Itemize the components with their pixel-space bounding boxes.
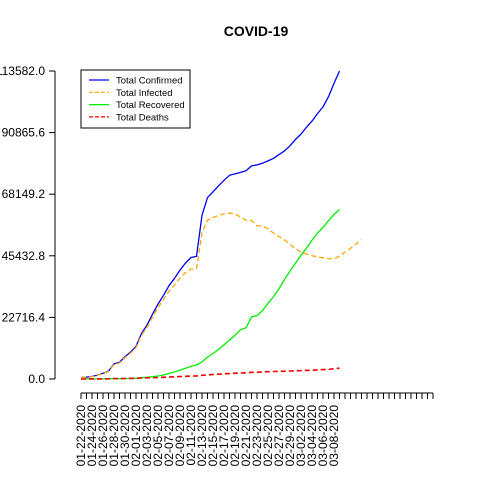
y-tick-label: 22716.4	[2, 310, 46, 324]
legend-label: Total Deaths	[116, 112, 169, 123]
x-tick-label: 01-24-2020	[85, 405, 99, 467]
x-tick-label: 03-08-2020	[327, 405, 341, 467]
y-tick-label: 68149.2	[2, 187, 46, 201]
x-tick-label: 02-09-2020	[173, 405, 187, 467]
x-tick-label: 02-19-2020	[228, 405, 242, 467]
legend-label: Total Infected	[116, 88, 173, 99]
x-tick-label: 02-07-2020	[162, 405, 176, 467]
y-axis: 0.0 22716.4 45432.8 68149.2 90865.6 113582.0	[0, 64, 56, 386]
series-line-total-recovered	[81, 209, 340, 380]
x-tick-label: 02-17-2020	[217, 405, 231, 467]
y-tick-label: 0.0	[28, 372, 45, 386]
x-tick-label: 01-28-2020	[107, 405, 121, 467]
legend-label: Total Recovered	[116, 100, 185, 111]
y-tick-label: 45432.8	[2, 249, 46, 263]
plot-area	[80, 70, 362, 380]
x-tick-label: 03-02-2020	[294, 405, 308, 467]
series-line-total-infected	[80, 212, 362, 379]
x-tick-label: 02-01-2020	[129, 405, 143, 467]
series-line-total-deaths	[81, 367, 340, 380]
x-tick-label: 02-27-2020	[272, 405, 286, 467]
x-tick-label: 02-03-2020	[140, 405, 154, 467]
x-tick-label: 03-06-2020	[316, 405, 330, 467]
chart-title: COVID-19	[224, 23, 289, 39]
x-tick-label: 01-26-2020	[96, 405, 110, 467]
y-tick-label: 90865.6	[2, 126, 46, 140]
x-axis: 01-22-202001-24-202001-26-202001-28-2020…	[74, 392, 434, 467]
x-tick-label: 02-05-2020	[151, 405, 165, 467]
x-tick-label: 01-30-2020	[118, 405, 132, 467]
legend-label: Total Confirmed	[116, 76, 183, 87]
x-tick-label: 03-04-2020	[305, 405, 319, 467]
x-tick-label: 02-25-2020	[261, 405, 275, 467]
x-tick-label: 02-21-2020	[239, 405, 253, 467]
x-tick-label: 02-15-2020	[206, 405, 220, 467]
x-tick-label: 02-29-2020	[283, 405, 297, 467]
y-tick-label: 113582.0	[0, 64, 45, 78]
x-tick-label: 02-11-2020	[184, 405, 198, 466]
x-tick-label: 02-13-2020	[195, 405, 209, 467]
x-tick-label: 02-23-2020	[250, 405, 264, 467]
x-tick-label: 01-22-2020	[74, 405, 88, 467]
